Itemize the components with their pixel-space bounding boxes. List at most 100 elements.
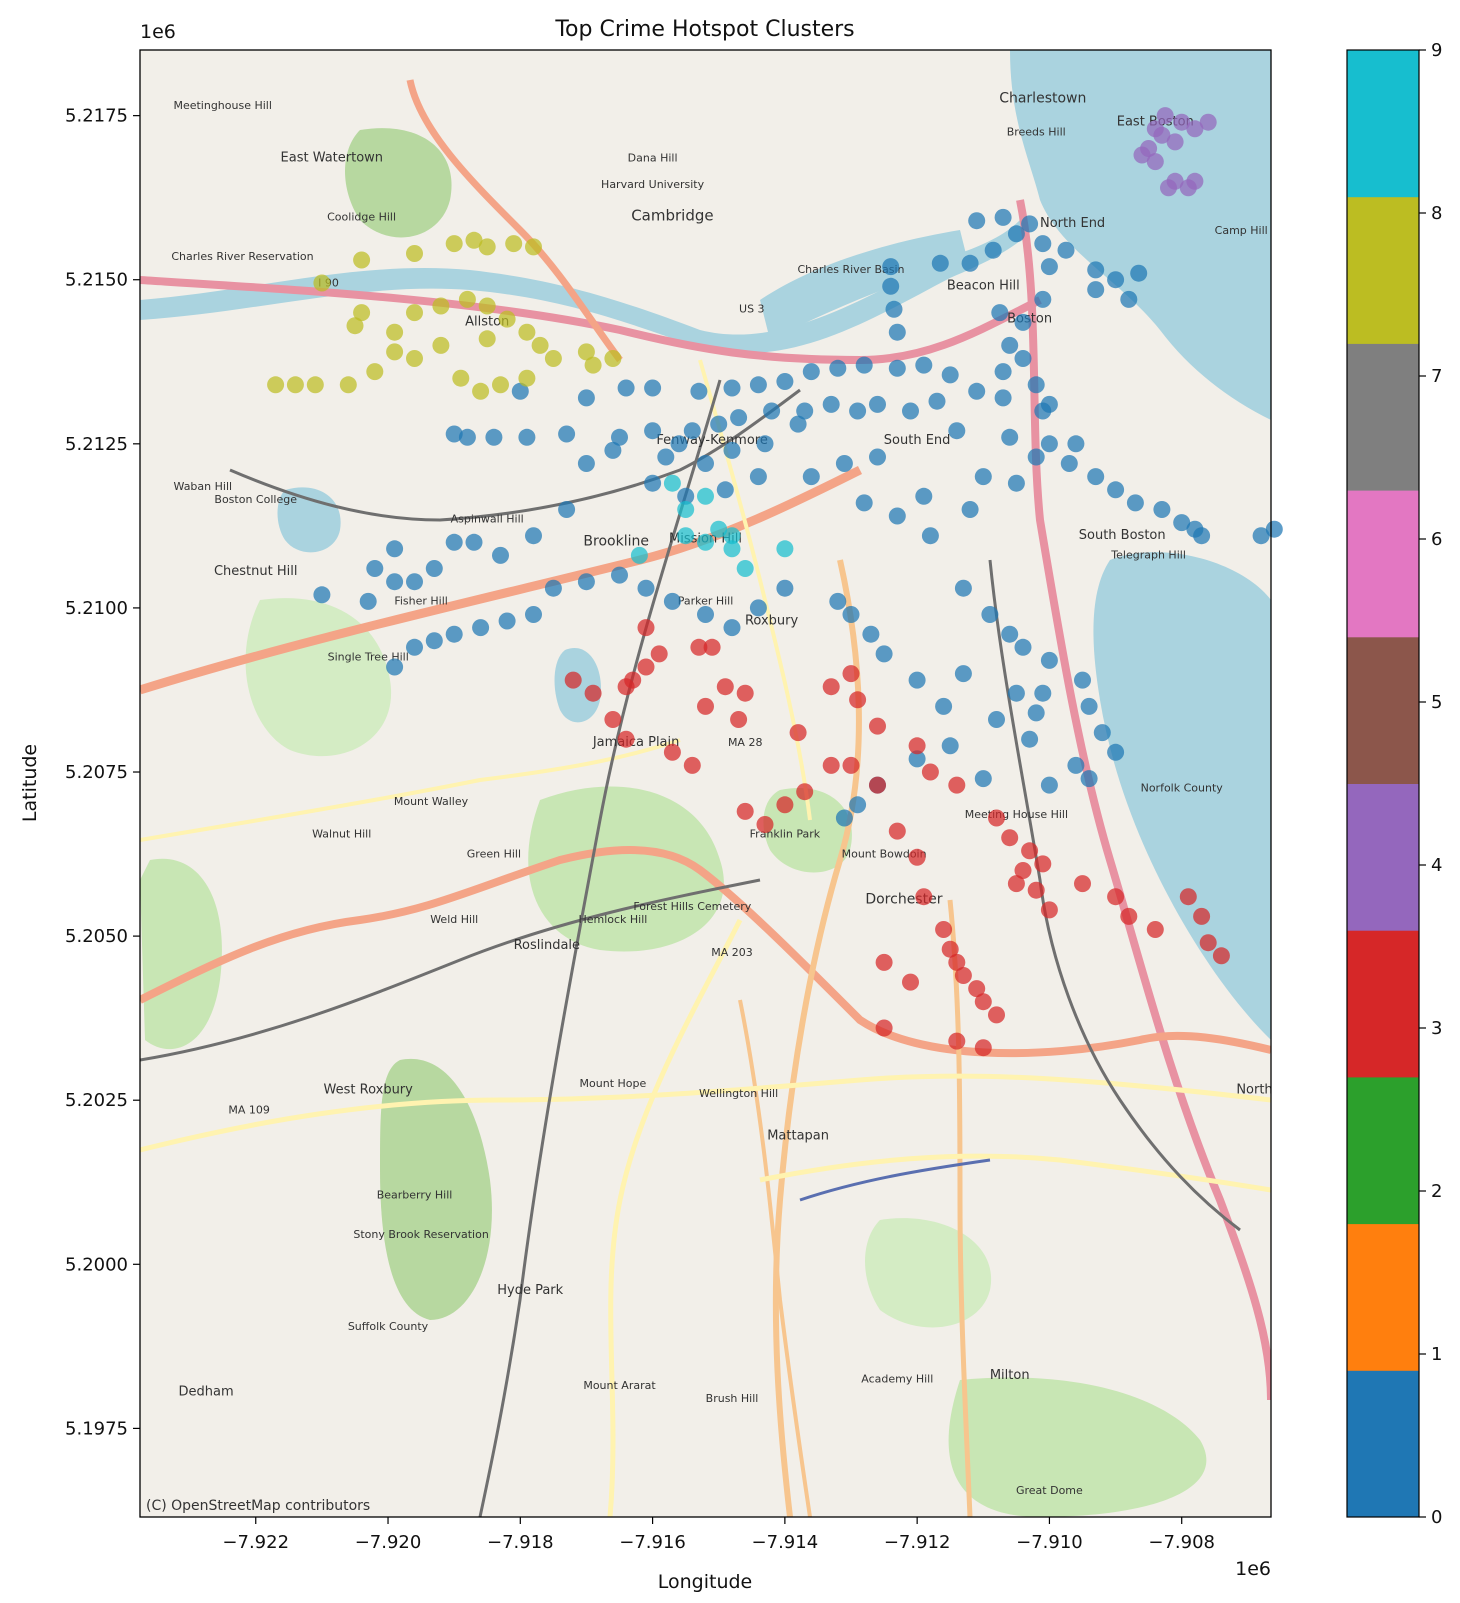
hotspot-point	[445, 533, 463, 551]
hotspot-point	[1133, 146, 1151, 164]
hotspot-point	[1130, 264, 1148, 282]
hotspot-point	[1074, 875, 1091, 893]
hotspot-point	[974, 993, 992, 1011]
hotspot-point	[697, 606, 714, 623]
map-label: South Boston	[1079, 528, 1166, 543]
map-label: Brookline	[583, 534, 649, 550]
hotspot-point	[386, 658, 404, 676]
hotspot-point	[921, 763, 939, 781]
hotspot-point	[1186, 172, 1204, 190]
hotspot-point	[1153, 501, 1171, 518]
hotspot-point	[948, 776, 966, 794]
hotspot-point	[637, 619, 655, 637]
cluster-3-points	[564, 619, 1230, 1057]
hotspot-point	[505, 235, 523, 253]
hotspot-point	[875, 1019, 893, 1037]
hotspot-point	[994, 363, 1012, 381]
colorbar-segment	[1347, 50, 1419, 198]
hotspot-point	[991, 304, 1009, 322]
hotspot-point	[1146, 921, 1164, 938]
hotspot-point	[670, 435, 688, 453]
hotspot-point	[835, 809, 853, 827]
hotspot-point	[736, 802, 754, 820]
highway-road	[1016, 199, 1271, 1401]
hotspot-point	[518, 323, 536, 341]
hotspot-point	[789, 724, 807, 742]
hotspot-point	[611, 428, 628, 446]
hotspot-point	[1156, 107, 1174, 125]
hotspot-point	[1040, 776, 1058, 794]
hotspot-point	[353, 304, 371, 322]
hotspot-point	[776, 579, 794, 597]
hotspot-point	[366, 363, 384, 381]
hotspot-point	[432, 297, 450, 315]
hotspot-point	[492, 376, 509, 394]
y-tick-label: 5.2150	[65, 270, 128, 291]
map-label: Aspinwall Hill	[451, 513, 524, 526]
hotspot-point	[577, 455, 595, 472]
hotspot-point	[921, 527, 939, 545]
hotspot-point	[1179, 888, 1197, 906]
hotspot-point	[888, 323, 906, 341]
hotspot-point	[1160, 179, 1177, 197]
hotspot-point	[974, 770, 992, 788]
hotspot-point	[683, 422, 701, 440]
park-area	[948, 1377, 1207, 1517]
hotspot-point	[1166, 133, 1184, 151]
hotspot-point	[478, 297, 496, 315]
colorbar-tick-label: 4	[1431, 855, 1442, 876]
hotspot-point	[286, 376, 304, 394]
hotspot-point	[406, 638, 423, 656]
hotspot-point	[723, 527, 741, 545]
hotspot-point	[577, 573, 595, 591]
hotspot-point	[749, 599, 767, 617]
hotspot-point	[1120, 290, 1138, 308]
hotspot-point	[961, 254, 979, 272]
hotspot-point	[855, 356, 873, 374]
park-area	[140, 858, 222, 1050]
map-label: Suffolk County	[348, 1320, 429, 1333]
y-tick-label: 5.1975	[65, 1418, 128, 1439]
hotspot-point	[518, 369, 536, 387]
map-label: Allston	[465, 315, 509, 330]
map-label: North End	[1040, 216, 1105, 231]
hotspot-point	[902, 402, 919, 420]
map-label: South End	[884, 433, 951, 448]
x-tick-label: −7.912	[884, 1532, 951, 1553]
hotspot-point	[677, 501, 695, 518]
map-label: West Roxbury	[324, 1083, 414, 1098]
hotspot-point	[736, 560, 754, 577]
hotspot-point	[988, 1006, 1005, 1024]
rail-line	[140, 878, 761, 1062]
hotspot-point	[604, 350, 622, 367]
hotspot-point	[1014, 862, 1032, 879]
colorbar-tick-label: 5	[1431, 692, 1442, 713]
hotspot-point	[511, 382, 529, 400]
hotspot-point	[948, 1032, 966, 1050]
hotspot-point	[525, 527, 542, 545]
map-label: MA 28	[728, 736, 763, 749]
hotspot-point	[1080, 770, 1098, 788]
colorbar-segment	[1347, 1223, 1419, 1371]
hotspot-point	[869, 717, 886, 735]
x-tick-label: −7.922	[222, 1532, 289, 1553]
hotspot-point	[835, 455, 853, 472]
hotspot-point	[432, 336, 450, 354]
colorbar-tick-label: 3	[1431, 1018, 1442, 1039]
hotspot-point	[697, 533, 714, 551]
hotspot-point	[683, 756, 701, 774]
hotspot-point	[458, 290, 476, 308]
hotspot-point	[406, 573, 423, 591]
hotspot-point	[716, 481, 734, 499]
map-label: Single Tree Hill	[328, 650, 409, 663]
rail-line	[988, 559, 1241, 1232]
hotspot-point	[829, 359, 847, 377]
hotspot-point	[1021, 842, 1039, 860]
hotspot-point	[822, 678, 840, 696]
map-label: Roxbury	[745, 613, 799, 628]
map-label: Milton	[990, 1368, 1030, 1383]
hotspot-point	[1034, 235, 1052, 253]
hotspot-point	[902, 973, 919, 991]
colorbar-tick-label: 6	[1431, 529, 1442, 550]
hotspot-point	[1007, 875, 1025, 893]
